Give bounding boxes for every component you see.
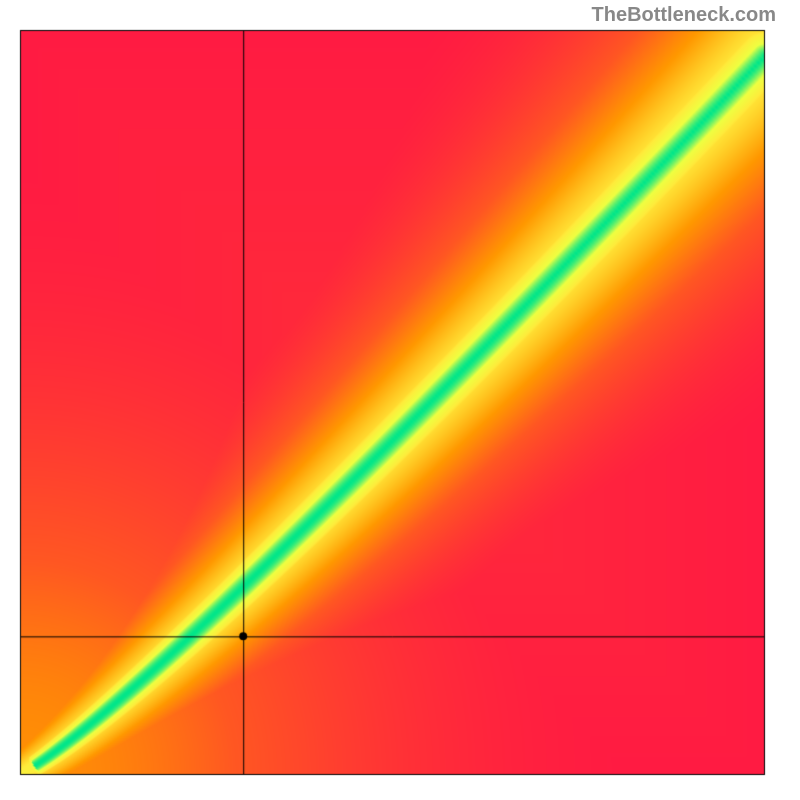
chart-container: TheBottleneck.com xyxy=(0,0,800,800)
watermark-text: TheBottleneck.com xyxy=(592,4,776,27)
bottleneck-heatmap xyxy=(0,0,800,800)
